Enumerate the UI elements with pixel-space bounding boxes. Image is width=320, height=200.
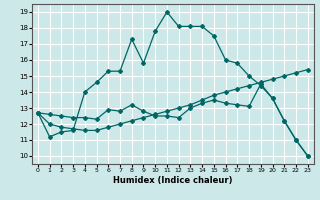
X-axis label: Humidex (Indice chaleur): Humidex (Indice chaleur) [113,176,233,185]
